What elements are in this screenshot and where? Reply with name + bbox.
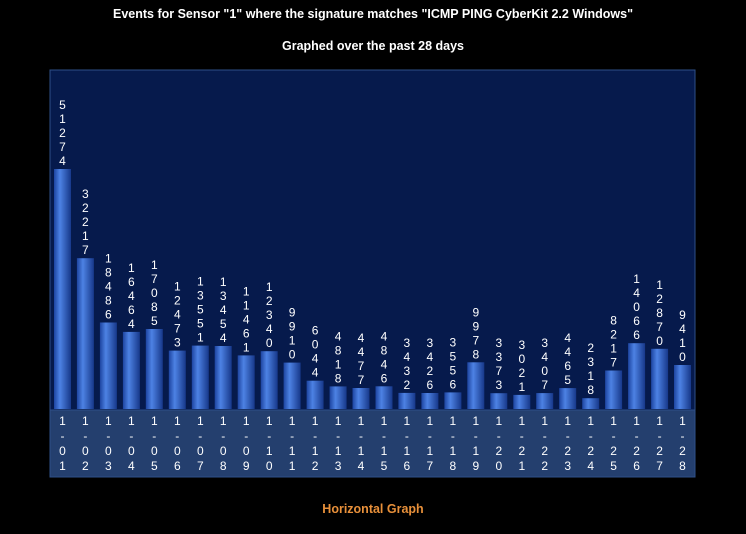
bar-1-12 <box>306 380 324 409</box>
bar-1-04 <box>122 331 140 409</box>
bar-1-18 <box>444 392 462 409</box>
x-tick-label-1-15: 1 -1 5 <box>381 414 388 473</box>
x-tick-label-1-20: 1 -2 0 <box>495 414 502 473</box>
bar-1-17 <box>421 393 439 409</box>
bar-1-07 <box>191 345 209 409</box>
horizontal-graph-link[interactable]: Horizontal Graph <box>322 502 424 516</box>
bars-group <box>54 169 691 409</box>
bar-1-16 <box>398 392 416 409</box>
x-tick-label-1-11: 1 -1 1 <box>289 414 296 473</box>
x-tick-label-1-05: 1 -0 5 <box>151 414 158 473</box>
bar-1-23 <box>559 388 577 409</box>
bar-1-28 <box>674 365 691 409</box>
bar-1-10 <box>260 351 278 409</box>
x-tick-label-1-10: 1 -1 0 <box>266 414 273 473</box>
x-tick-label-1-14: 1 -1 4 <box>358 414 365 473</box>
x-tick-label-1-06: 1 -0 6 <box>174 414 181 473</box>
chart-subtitle: Graphed over the past 28 days <box>281 39 464 53</box>
x-axis-band <box>49 409 696 478</box>
bar-1-22 <box>536 393 554 409</box>
x-tick-label-1-19: 1 -1 9 <box>472 414 479 473</box>
bar-1-05 <box>145 329 163 409</box>
bar-1-21 <box>513 394 531 409</box>
x-tick-label-1-08: 1 -0 8 <box>220 414 227 473</box>
bar-1-06 <box>168 350 186 409</box>
bar-1-08 <box>214 346 232 409</box>
bar-1-26 <box>628 343 646 409</box>
x-tick-label-1-16: 1 -1 6 <box>404 414 411 473</box>
bar-1-13 <box>329 386 347 409</box>
bar-1-02 <box>76 258 94 409</box>
bar-1-20 <box>490 393 508 409</box>
bar-1-11 <box>283 362 301 409</box>
x-tick-label-1-27: 1 -2 7 <box>656 414 663 473</box>
x-tick-label-1-24: 1 -2 4 <box>587 414 594 473</box>
x-tick-label-1-07: 1 -0 7 <box>197 414 204 473</box>
bar-1-24 <box>582 398 600 409</box>
bar-1-25 <box>605 370 623 409</box>
x-tick-label-1-25: 1 -2 5 <box>610 414 617 473</box>
x-tick-label-1-12: 1 -1 2 <box>312 414 319 473</box>
x-tick-label-1-23: 1 -2 3 <box>564 414 571 473</box>
x-tick-label-1-04: 1 -0 4 <box>128 414 135 473</box>
bar-1-19 <box>467 362 485 409</box>
x-tick-label-1-18: 1 -1 8 <box>450 414 457 473</box>
x-tick-label-1-28: 1 -2 8 <box>679 414 686 473</box>
x-tick-label-1-22: 1 -2 2 <box>541 414 548 473</box>
bar-1-15 <box>375 386 393 409</box>
x-tick-label-1-17: 1 -1 7 <box>427 414 434 473</box>
bar-1-14 <box>352 388 370 409</box>
x-tick-label-1-01: 1 -0 1 <box>59 414 66 473</box>
bar-1-03 <box>99 322 117 409</box>
x-tick-label-1-26: 1 -2 6 <box>633 414 640 473</box>
bar-1-01 <box>54 169 71 409</box>
x-tick-label-1-03: 1 -0 3 <box>105 414 112 473</box>
x-tick-labels-group: 1 -0 1 1 -0 2 1 -0 3 1 -0 4 1 -0 5 1 -0 6 1 -0 7 1 -0 8 1 -0 9 1 -1 0… <box>59 414 686 473</box>
x-tick-label-1-13: 1 -1 3 <box>335 414 342 473</box>
value-labels-group: 5 1 2 7 4 3 2 2 1 7 1 8 4 8 6 1 6 4 6 4 1 7 0 8 5 1 2 4 7 3 1 3 5 5 1 1 3 4 5 4… <box>59 98 686 397</box>
x-tick-label-1-21: 1 -2 1 <box>518 414 525 473</box>
x-tick-label-1-09: 1 -0 9 <box>243 414 250 473</box>
x-tick-label-1-02: 1 -0 2 <box>82 414 89 473</box>
bar-1-09 <box>237 355 255 409</box>
bar-1-27 <box>651 348 669 409</box>
chart-title: Events for Sensor "1" where the signatur… <box>112 7 634 21</box>
